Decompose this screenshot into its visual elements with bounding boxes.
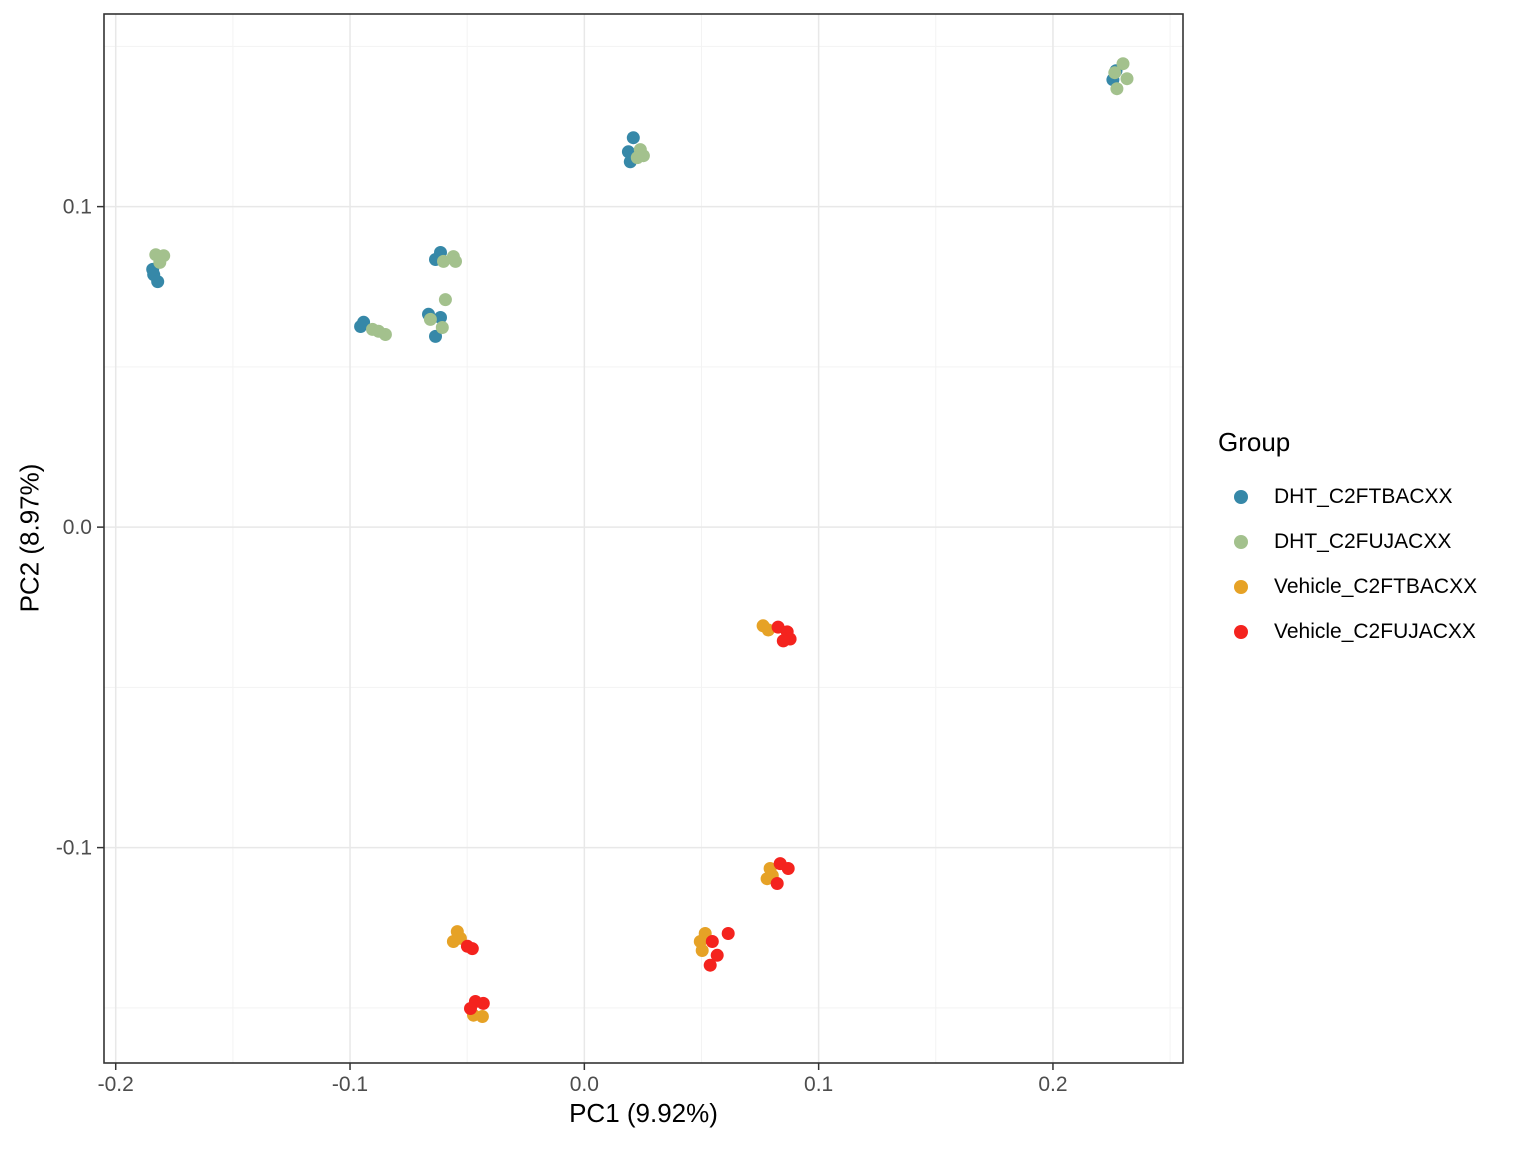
legend-dot-dht-c2ftbacxx	[1234, 489, 1248, 504]
legend-dot-dht-c2fujacxx	[1234, 534, 1248, 549]
x-axis-title: PC1 (9.92%)	[569, 1098, 718, 1128]
x-tick-label: -0.1	[332, 1073, 368, 1096]
legend-label-dht-c2ftbacxx: DHT_C2FTBACXX	[1274, 484, 1453, 508]
legend: Group DHT_C2FTBACXX DHT_C2FUJACXX Vehicl…	[1218, 427, 1477, 654]
legend-dot-vehicle-c2fujacxx	[1234, 624, 1248, 639]
data-point-vehicle_c2ftbacxx	[446, 935, 460, 948]
data-point-dht_c2fujacxx	[630, 151, 644, 165]
data-point-dht_c2fujacxx	[423, 312, 437, 326]
data-point-dht_c2ftbacxx	[151, 275, 165, 289]
data-point-vehicle_c2fujacxx	[721, 927, 735, 940]
data-point-dht_c2fujacxx	[437, 254, 450, 268]
x-tick-label: 0.1	[804, 1073, 833, 1096]
x-tick-label: -0.2	[98, 1073, 134, 1096]
data-point-vehicle_c2fujacxx	[476, 996, 490, 1010]
y-tick-label: 0.1	[63, 196, 92, 219]
data-point-dht_c2fujacxx	[372, 324, 386, 338]
data-point-vehicle_c2fujacxx	[710, 948, 724, 962]
data-point-dht_c2ftbacxx	[434, 311, 447, 324]
data-point-dht_c2ftbacxx	[429, 329, 442, 343]
data-point-dht_c2fujacxx	[438, 293, 452, 307]
data-point-dht_c2fujacxx	[1116, 57, 1130, 71]
data-point-dht_c2ftbacxx	[626, 131, 640, 145]
data-point-vehicle_c2fujacxx	[465, 942, 479, 956]
data-point-vehicle_c2ftbacxx	[475, 1010, 489, 1023]
legend-item-vehicle-c2fujacxx: Vehicle_C2FUJACXX	[1218, 609, 1477, 654]
data-point-dht_c2fujacxx	[153, 255, 167, 269]
y-tick-label: 0.0	[63, 516, 92, 539]
legend-label-vehicle-c2fujacxx: Vehicle_C2FUJACXX	[1274, 619, 1476, 643]
legend-title: Group	[1218, 427, 1291, 457]
data-point-vehicle_c2fujacxx	[703, 958, 717, 972]
x-tick-label: 0.2	[1038, 1073, 1067, 1096]
legend-label-dht-c2fujacxx: DHT_C2FUJACXX	[1274, 529, 1452, 553]
y-tick-label: -0.1	[56, 837, 92, 860]
data-point-dht_c2fujacxx	[1120, 72, 1134, 86]
legend-item-dht-c2fujacxx: DHT_C2FUJACXX	[1218, 519, 1477, 564]
data-point-dht_c2fujacxx	[1110, 82, 1124, 96]
data-point-vehicle_c2fujacxx	[705, 935, 719, 948]
data-point-vehicle_c2fujacxx	[781, 862, 795, 875]
data-point-vehicle_c2ftbacxx	[761, 623, 775, 637]
data-point-dht_c2fujacxx	[435, 321, 449, 334]
legend-item-dht-c2ftbacxx: DHT_C2FTBACXX	[1218, 474, 1477, 519]
data-point-dht_c2fujacxx	[449, 254, 462, 268]
data-point-vehicle_c2fujacxx	[776, 634, 790, 648]
data-point-vehicle_c2ftbacxx	[760, 872, 774, 886]
data-point-vehicle_c2fujacxx	[770, 877, 784, 890]
legend-dot-vehicle-c2ftbacxx	[1234, 579, 1248, 594]
data-point-dht_c2fujacxx	[1108, 66, 1122, 80]
y-axis-title: PC2 (8.97%)	[14, 463, 45, 613]
x-tick-label: 0.0	[570, 1073, 599, 1096]
data-point-vehicle_c2ftbacxx	[695, 944, 709, 957]
data-point-vehicle_c2fujacxx	[464, 1002, 477, 1015]
legend-item-vehicle-c2ftbacxx: Vehicle_C2FTBACXX	[1218, 564, 1477, 609]
legend-label-vehicle-c2ftbacxx: Vehicle_C2FTBACXX	[1274, 574, 1478, 598]
panel-border	[103, 13, 1184, 1064]
data-point-dht_c2ftbacxx	[354, 320, 368, 333]
panel-background	[104, 14, 1183, 1063]
